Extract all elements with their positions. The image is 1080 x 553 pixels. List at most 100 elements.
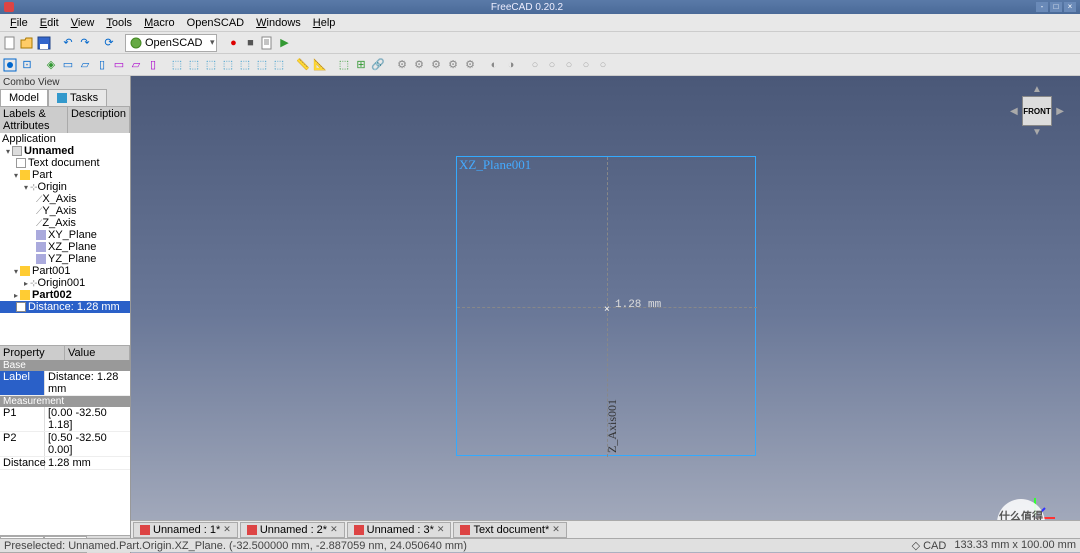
isometric-icon[interactable]: ◈ bbox=[43, 57, 59, 73]
scad-bool1-icon[interactable]: ◐ bbox=[486, 57, 502, 73]
scad-tool3-icon[interactable]: ⚙ bbox=[428, 57, 444, 73]
expand-icon[interactable]: ▸ bbox=[12, 291, 20, 300]
expand-icon[interactable]: ▾ bbox=[12, 267, 20, 276]
datum-plane[interactable]: XZ_Plane001 1.28 mm × Z_Axis001 bbox=[456, 156, 756, 456]
link-create-icon[interactable]: 🔗 bbox=[370, 57, 386, 73]
navcube-up-arrow[interactable]: ▲ bbox=[1032, 84, 1042, 95]
view-cube1-icon[interactable]: ⬚ bbox=[169, 57, 185, 73]
tree-col-desc[interactable]: Description bbox=[68, 107, 130, 133]
tree-application[interactable]: Application bbox=[0, 133, 130, 145]
expand-icon[interactable]: ▸ bbox=[22, 279, 30, 288]
tree-xy-plane[interactable]: XY_Plane bbox=[0, 229, 130, 241]
minimize-button[interactable]: - bbox=[1036, 2, 1048, 12]
maximize-button[interactable]: □ bbox=[1050, 2, 1062, 12]
tree-origin001[interactable]: ▸⊹Origin001 bbox=[0, 277, 130, 289]
close-tab-icon[interactable]: ✕ bbox=[223, 524, 231, 535]
scad-extra2-icon[interactable]: ○ bbox=[544, 57, 560, 73]
tree-col-labels[interactable]: Labels & Attributes bbox=[0, 107, 68, 133]
navcube-down-arrow[interactable]: ▼ bbox=[1032, 127, 1042, 138]
close-tab-icon[interactable]: ✕ bbox=[552, 524, 560, 535]
menu-windows[interactable]: Windows bbox=[250, 15, 307, 31]
menu-view[interactable]: View bbox=[65, 15, 101, 31]
scad-tool2-icon[interactable]: ⚙ bbox=[411, 57, 427, 73]
view-cube3-icon[interactable]: ⬚ bbox=[203, 57, 219, 73]
scad-tool1-icon[interactable]: ⚙ bbox=[394, 57, 410, 73]
doc-tab-3[interactable]: Unnamed : 3*✕ bbox=[347, 522, 452, 538]
navcube-front-face[interactable]: FRONT bbox=[1022, 96, 1052, 126]
view-cube7-icon[interactable]: ⬚ bbox=[271, 57, 287, 73]
property-p1[interactable]: P1[0.00 -32.50 1.18] bbox=[0, 407, 130, 432]
macro-record-icon[interactable]: ● bbox=[225, 35, 241, 51]
group-create-icon[interactable]: ⊞ bbox=[353, 57, 369, 73]
tree-x-axis[interactable]: ⟋X_Axis bbox=[0, 193, 130, 205]
tree-part[interactable]: ▾Part bbox=[0, 169, 130, 181]
close-tab-icon[interactable]: ✕ bbox=[437, 524, 445, 535]
tree-z-axis[interactable]: ⟋Z_Axis bbox=[0, 217, 130, 229]
fit-selection-icon[interactable]: ⊡ bbox=[19, 57, 35, 73]
view-cube2-icon[interactable]: ⬚ bbox=[186, 57, 202, 73]
3d-viewport[interactable]: XZ_Plane001 1.28 mm × Z_Axis001 ▲ ◀ ▶ ▼ … bbox=[131, 76, 1080, 553]
property-distance[interactable]: Distance1.28 mm bbox=[0, 457, 130, 470]
scad-tool5-icon[interactable]: ⚙ bbox=[462, 57, 478, 73]
scad-extra1-icon[interactable]: ○ bbox=[527, 57, 543, 73]
open-icon[interactable] bbox=[19, 35, 35, 51]
menu-macro[interactable]: Macro bbox=[138, 15, 181, 31]
menu-file[interactable]: File bbox=[4, 15, 34, 31]
tree-document[interactable]: ▾Unnamed bbox=[0, 145, 130, 157]
navcube-left-arrow[interactable]: ◀ bbox=[1010, 106, 1018, 117]
macro-edit-icon[interactable] bbox=[259, 35, 275, 51]
tree-y-axis[interactable]: ⟋Y_Axis bbox=[0, 205, 130, 217]
tree-yz-plane[interactable]: YZ_Plane bbox=[0, 253, 130, 265]
top-icon[interactable]: ▱ bbox=[77, 57, 93, 73]
expand-icon[interactable]: ▾ bbox=[12, 171, 20, 180]
scad-bool2-icon[interactable]: ◑ bbox=[503, 57, 519, 73]
view-cube6-icon[interactable]: ⬚ bbox=[254, 57, 270, 73]
doc-tab-1[interactable]: Unnamed : 1*✕ bbox=[133, 522, 238, 538]
menu-help[interactable]: Help bbox=[307, 15, 342, 31]
scad-tool4-icon[interactable]: ⚙ bbox=[445, 57, 461, 73]
new-icon[interactable] bbox=[2, 35, 18, 51]
doc-tab-4[interactable]: Text document*✕ bbox=[453, 522, 566, 538]
menu-openscad[interactable]: OpenSCAD bbox=[181, 15, 250, 31]
refresh-icon[interactable]: ⟳ bbox=[101, 35, 117, 51]
property-p2[interactable]: P2[0.50 -32.50 0.00] bbox=[0, 432, 130, 457]
scad-extra4-icon[interactable]: ○ bbox=[578, 57, 594, 73]
view-cube4-icon[interactable]: ⬚ bbox=[220, 57, 236, 73]
save-icon[interactable] bbox=[36, 35, 52, 51]
rear-icon[interactable]: ▭ bbox=[111, 57, 127, 73]
tree-origin[interactable]: ▾⊹Origin bbox=[0, 181, 130, 193]
menu-tools[interactable]: Tools bbox=[100, 15, 138, 31]
part-create-icon[interactable]: ⬚ bbox=[336, 57, 352, 73]
property-col-value[interactable]: Value bbox=[65, 346, 130, 360]
tab-tasks[interactable]: Tasks bbox=[48, 89, 107, 106]
view-cube5-icon[interactable]: ⬚ bbox=[237, 57, 253, 73]
tree-xz-plane[interactable]: XZ_Plane bbox=[0, 241, 130, 253]
doc-tab-2[interactable]: Unnamed : 2*✕ bbox=[240, 522, 345, 538]
measure-linear-icon[interactable]: 📏 bbox=[295, 57, 311, 73]
workbench-selector[interactable]: OpenSCAD bbox=[125, 34, 217, 52]
bottom-icon[interactable]: ▱ bbox=[128, 57, 144, 73]
tree-distance[interactable]: Distance: 1.28 mm bbox=[0, 301, 130, 313]
right-icon[interactable]: ▯ bbox=[94, 57, 110, 73]
measure-angle-icon[interactable]: 📐 bbox=[312, 57, 328, 73]
macro-stop-icon[interactable]: ■ bbox=[242, 35, 258, 51]
front-icon[interactable]: ▭ bbox=[60, 57, 76, 73]
close-button[interactable]: × bbox=[1064, 2, 1076, 12]
fit-all-icon[interactable] bbox=[2, 57, 18, 73]
navcube-right-arrow[interactable]: ▶ bbox=[1056, 106, 1064, 117]
scad-extra5-icon[interactable]: ○ bbox=[595, 57, 611, 73]
property-label[interactable]: LabelDistance: 1.28 mm bbox=[0, 371, 130, 396]
undo-icon[interactable]: ↶ bbox=[60, 35, 76, 51]
status-navmode[interactable]: ◇ CAD bbox=[912, 539, 947, 552]
tree-part001[interactable]: ▾Part001 bbox=[0, 265, 130, 277]
tab-model[interactable]: Model bbox=[0, 89, 48, 106]
left-icon[interactable]: ▯ bbox=[145, 57, 161, 73]
tree-part002[interactable]: ▸Part002 bbox=[0, 289, 130, 301]
expand-icon[interactable]: ▾ bbox=[22, 183, 30, 192]
scad-extra3-icon[interactable]: ○ bbox=[561, 57, 577, 73]
close-tab-icon[interactable]: ✕ bbox=[330, 524, 338, 535]
redo-icon[interactable]: ↷ bbox=[77, 35, 93, 51]
menu-edit[interactable]: Edit bbox=[34, 15, 65, 31]
macro-play-icon[interactable]: ▶ bbox=[276, 35, 292, 51]
tree-text-document[interactable]: Text document bbox=[0, 157, 130, 169]
